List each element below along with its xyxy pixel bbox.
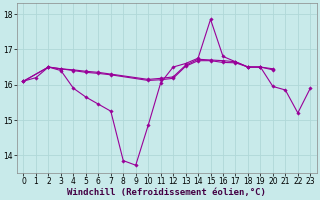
X-axis label: Windchill (Refroidissement éolien,°C): Windchill (Refroidissement éolien,°C) <box>68 188 266 197</box>
